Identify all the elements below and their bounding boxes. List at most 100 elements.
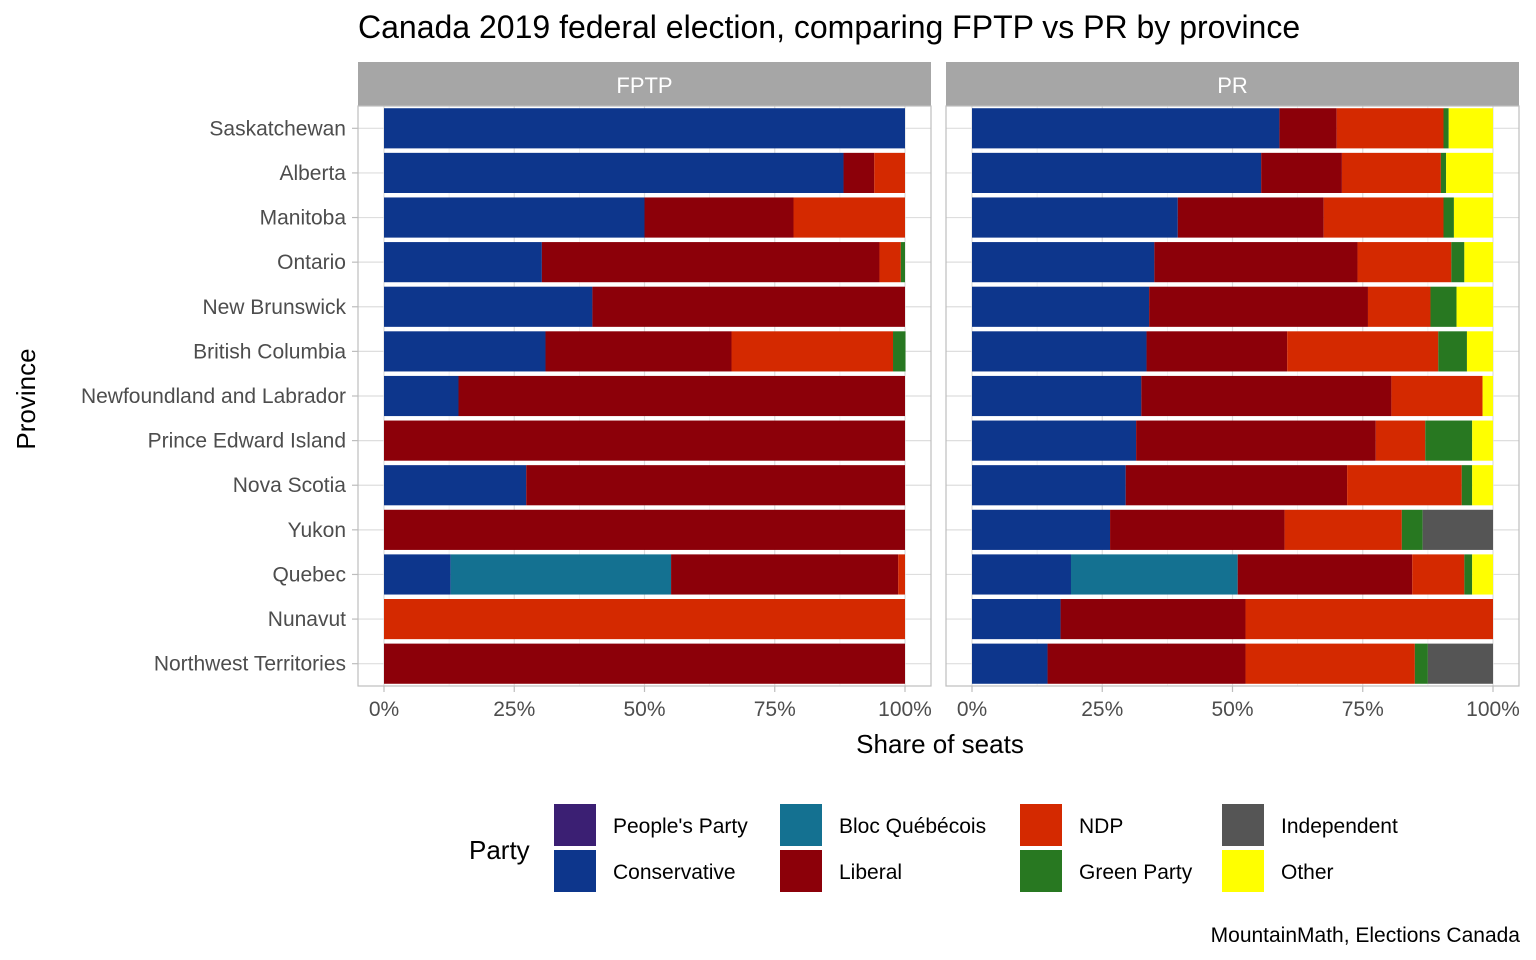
- bar-segment-green-party: [1440, 152, 1447, 193]
- bar-segment-liberal: [1125, 465, 1348, 506]
- bar-segment-other: [1456, 286, 1493, 327]
- legend-label: NDP: [1079, 815, 1123, 838]
- bar-segment-conservative: [384, 465, 527, 506]
- bar-segment-ndp: [1341, 152, 1441, 193]
- y-axis-title: Province: [11, 348, 41, 449]
- legend-label: People's Party: [613, 815, 748, 838]
- bar-segment-conservative: [384, 554, 451, 595]
- bar-segment-liberal: [1237, 554, 1413, 595]
- bar-segment-green-party: [1443, 108, 1449, 149]
- bar-segment-liberal: [1060, 599, 1246, 640]
- bar-segment-liberal: [1154, 242, 1358, 283]
- bar-segment-liberal: [1177, 197, 1324, 238]
- bar-segment-green-party: [1430, 286, 1457, 327]
- bar-segment-liberal: [1149, 286, 1368, 327]
- bar-segment-ndp: [1412, 554, 1465, 595]
- facet-strip: [946, 62, 1519, 106]
- bar-segment-liberal: [526, 465, 905, 506]
- bar-segment-conservative: [972, 242, 1155, 283]
- bar-segment-conservative: [384, 286, 593, 327]
- legend-label: Independent: [1281, 815, 1398, 838]
- bar-segment-liberal: [1261, 152, 1342, 193]
- bar-segment-liberal: [1136, 420, 1376, 461]
- legend-swatch: [780, 804, 822, 846]
- bar-segment-ndp: [1367, 286, 1431, 327]
- y-tick-label: Quebec: [272, 563, 346, 586]
- legend-swatch: [1020, 804, 1062, 846]
- bar-segment-liberal: [545, 331, 732, 372]
- bar-segment-ndp: [1336, 108, 1444, 149]
- x-tick-label: 75%: [1342, 698, 1384, 721]
- bar-segment-conservative: [384, 242, 542, 283]
- bar-segment-other: [1482, 375, 1493, 417]
- legend-swatch: [554, 850, 596, 892]
- legend-item-bloc-qu-b-cois: Bloc Québécois: [780, 804, 986, 846]
- bar-segment-green-party: [1438, 331, 1467, 372]
- bar-segment-green-party: [1401, 509, 1423, 550]
- bar-segment-green-party: [1443, 197, 1454, 238]
- bar-segment-ndp: [1347, 465, 1462, 506]
- bar-segment-green-party: [893, 331, 906, 372]
- bar-segment-green-party: [900, 242, 905, 283]
- bar-segment-liberal: [384, 509, 905, 550]
- y-tick-label: Ontario: [277, 251, 346, 274]
- facet-strip: [358, 62, 931, 106]
- legend-label: Other: [1281, 861, 1334, 884]
- facet-strip-label: FPTP: [616, 73, 672, 98]
- bar-segment-conservative: [384, 108, 905, 149]
- bar-segment-conservative: [972, 375, 1142, 417]
- bar-segment-conservative: [384, 152, 844, 193]
- bar-segment-green-party: [1425, 420, 1473, 461]
- bar-segment-ndp: [1357, 242, 1452, 283]
- y-tick-label: Saskatchewan: [209, 117, 346, 140]
- legend-label: Green Party: [1079, 861, 1193, 884]
- y-tick-label: Northwest Territories: [154, 653, 346, 676]
- bar-segment-liberal: [644, 197, 794, 238]
- bar-segment-conservative: [972, 152, 1262, 193]
- legend-label: Bloc Québécois: [839, 815, 986, 838]
- x-tick-label: 50%: [1211, 698, 1253, 721]
- bar-segment-liberal: [541, 242, 880, 283]
- bar-segment-conservative: [972, 643, 1048, 684]
- legend-item-people-s-party: People's Party: [554, 804, 748, 846]
- bar-segment-ndp: [1245, 643, 1415, 684]
- y-tick-label: Alberta: [279, 162, 346, 185]
- x-tick-label: 25%: [493, 698, 535, 721]
- x-tick-label: 100%: [1466, 698, 1520, 721]
- bar-segment-conservative: [972, 465, 1126, 506]
- bar-segment-liberal: [1279, 108, 1337, 149]
- bar-segment-ndp: [1375, 420, 1426, 461]
- bar-segment-ndp: [1323, 197, 1444, 238]
- bar-segment-green-party: [1451, 242, 1465, 283]
- bar-segment-ndp: [1284, 509, 1402, 550]
- legend-item-other: Other: [1222, 850, 1334, 892]
- legend-title: Party: [469, 835, 530, 865]
- caption: MountainMath, Elections Canada: [1211, 924, 1521, 947]
- bar-segment-conservative: [972, 554, 1071, 595]
- bar-segment-bloc-qu-b-cois: [450, 554, 672, 595]
- y-tick-label: Prince Edward Island: [148, 430, 346, 453]
- bar-segment-green-party: [1464, 554, 1473, 595]
- y-tick-label: New Brunswick: [202, 296, 346, 319]
- legend-swatch: [1222, 804, 1264, 846]
- x-axis-title: Share of seats: [856, 729, 1024, 759]
- bar-segment-conservative: [972, 108, 1280, 149]
- bar-segment-ndp: [1391, 375, 1483, 417]
- panels: FPTP 0% 25% 50% 75% 100% PR 0% 25% 50% 75% 100%: [357, 62, 1520, 721]
- legend-swatch: [1222, 850, 1264, 892]
- panel-fptp: FPTP 0% 25% 50% 75% 100%: [357, 62, 932, 721]
- bar-segment-liberal: [384, 643, 905, 684]
- bar-segment-liberal: [1146, 331, 1288, 372]
- bar-segment-liberal: [458, 375, 905, 417]
- bar-segment-conservative: [972, 197, 1178, 238]
- bar-segment-conservative: [972, 599, 1061, 640]
- x-tick-label: 75%: [754, 698, 796, 721]
- bar-segment-other: [1472, 554, 1493, 595]
- bar-segment-other: [1472, 465, 1493, 506]
- y-tick-label: Newfoundland and Labrador: [81, 385, 346, 408]
- legend-item-liberal: Liberal: [780, 850, 902, 892]
- bar-segment-other: [1472, 420, 1493, 461]
- bar-segment-liberal: [592, 286, 905, 327]
- bar-segment-liberal: [1047, 643, 1246, 684]
